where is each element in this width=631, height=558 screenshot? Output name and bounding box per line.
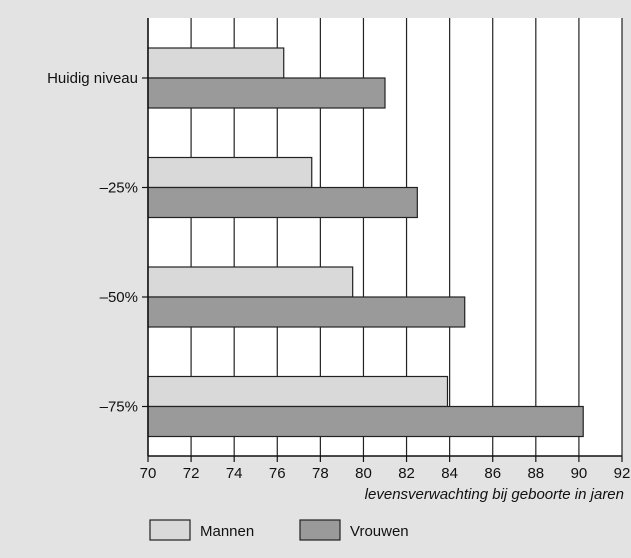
x-tick-label: 90	[571, 465, 588, 482]
category-label-3: –75%	[100, 399, 138, 416]
bars	[147, 47, 584, 438]
category-label-0: Huidig niveau	[47, 70, 138, 87]
axes	[147, 18, 623, 462]
x-axis-label: levensverwachting bij geboorte in jaren	[365, 486, 624, 503]
legend: Mannen Vrouwen	[149, 519, 409, 541]
x-tick-label: 76	[269, 465, 286, 482]
bar-vrouwen-0	[147, 77, 386, 109]
bar-mannen-0	[147, 47, 285, 79]
category-labels: Huidig niveau –25% –50% –75%	[47, 70, 148, 416]
legend-swatch-vrouwen	[299, 519, 341, 541]
bar-mannen-3	[147, 375, 449, 408]
x-tick-label: 74	[226, 465, 243, 482]
legend-label-mannen: Mannen	[200, 523, 254, 540]
bar-vrouwen-1	[147, 186, 418, 219]
category-label-1: –25%	[100, 180, 138, 197]
bar-vrouwen-3	[147, 405, 584, 438]
bar-vrouwen-2	[147, 296, 466, 328]
x-tick-label: 92	[614, 465, 631, 482]
x-tick-label: 84	[441, 465, 458, 482]
category-label-2: –50%	[100, 289, 138, 306]
x-tick-label: 86	[484, 465, 501, 482]
bar-mannen-1	[147, 156, 313, 189]
bar-mannen-2	[147, 266, 354, 298]
x-tick-labels: 70 72 74 76 78 80 82 84 86 88 90 92	[140, 465, 631, 482]
x-tick-label: 78	[312, 465, 329, 482]
x-tick-label: 70	[140, 465, 157, 482]
legend-swatch-mannen	[149, 519, 191, 541]
x-tick-label: 82	[398, 465, 415, 482]
x-tick-label: 88	[527, 465, 544, 482]
x-tick-label: 72	[183, 465, 200, 482]
x-tick-label: 80	[355, 465, 372, 482]
legend-label-vrouwen: Vrouwen	[350, 523, 409, 540]
